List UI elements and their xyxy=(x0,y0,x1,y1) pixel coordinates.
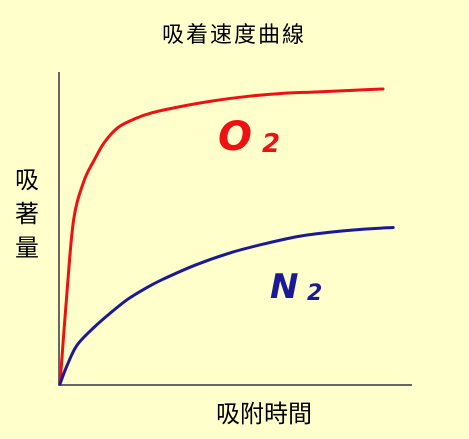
series-line-o2 xyxy=(58,87,385,386)
y-axis-label-char: 吸 xyxy=(15,166,39,194)
series-layer xyxy=(58,87,395,386)
series-line-n2 xyxy=(58,226,395,386)
series-label-name: N xyxy=(270,267,298,307)
chart-title: 吸着速度曲線 xyxy=(162,23,306,48)
x-axis-label: 吸附時間 xyxy=(216,400,312,428)
y-axis-label: 吸 著 量 xyxy=(15,166,39,262)
y-axis-label-char: 著 xyxy=(15,200,39,228)
y-axis-label-char: 量 xyxy=(15,234,39,262)
series-label-layer: O 2N 2 xyxy=(218,114,322,307)
series-label-subscript: 2 xyxy=(262,129,280,159)
series-label-name: O xyxy=(218,114,252,160)
series-label-subscript: 2 xyxy=(307,281,322,306)
